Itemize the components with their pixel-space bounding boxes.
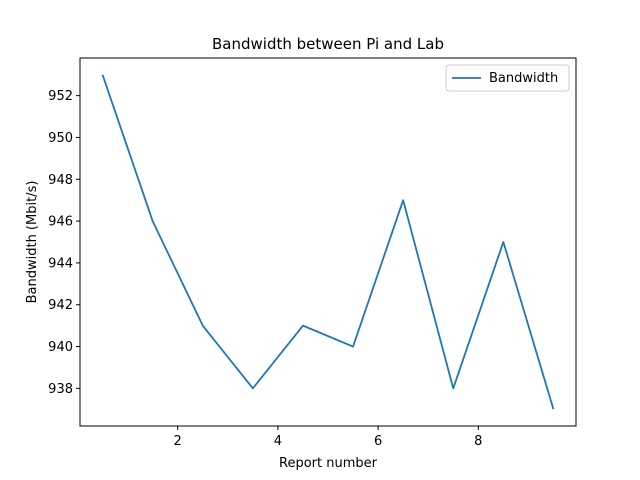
x-tick-label: 8 xyxy=(474,434,482,449)
plot-area xyxy=(80,58,576,426)
y-tick-label: 946 xyxy=(48,215,73,230)
chart-title: Bandwidth between Pi and Lab xyxy=(212,35,444,53)
x-axis-label: Report number xyxy=(279,456,378,471)
y-tick-label: 942 xyxy=(48,298,73,313)
y-tick-label: 944 xyxy=(48,256,73,271)
series-line-0 xyxy=(101,74,555,410)
x-tick-label: 6 xyxy=(374,434,382,449)
y-axis-label: Bandwidth (Mbit/s) xyxy=(25,181,40,304)
legend: Bandwidth xyxy=(445,64,570,92)
axes: 2 4 6 8 938 940 942 944 946 948 950 952 xyxy=(48,57,577,449)
y-tick-label: 938 xyxy=(48,382,73,397)
y-tick-label: 940 xyxy=(48,340,73,355)
y-tick-label: 950 xyxy=(48,131,73,146)
y-tick-label: 952 xyxy=(48,89,73,104)
legend-frame xyxy=(445,64,570,92)
axes-frame xyxy=(79,57,577,427)
chart-marks xyxy=(101,74,555,410)
x-tick-label: 2 xyxy=(174,434,182,449)
y-tick-label: 948 xyxy=(48,173,73,188)
legend-label: Bandwidth xyxy=(489,71,558,86)
x-tick-label: 4 xyxy=(274,434,282,449)
